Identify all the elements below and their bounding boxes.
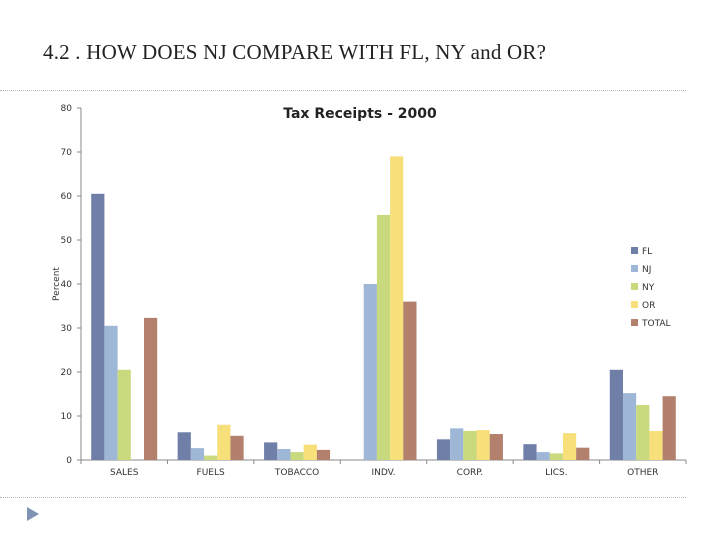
y-tick-label: 30 [61, 324, 73, 334]
y-tick-label: 10 [61, 412, 73, 422]
bar-or-other [649, 430, 663, 460]
bar-fl-sales [91, 193, 105, 461]
bar-or-lics [562, 433, 577, 460]
bar-total-fuels [230, 435, 244, 460]
bar-total-lics [576, 447, 590, 460]
bullet-triangle-icon [27, 507, 39, 521]
bar-nj-corp [450, 428, 464, 460]
chart-legend: FL NJ NY OR TOTAL [631, 247, 671, 329]
legend-swatch-ny [631, 283, 638, 290]
bar-total-tobacco [316, 449, 331, 460]
bar-ny-corp [463, 430, 477, 460]
legend-swatch-total [631, 319, 638, 326]
bar-fl-other [609, 369, 623, 460]
x-category-label: FUELS [197, 468, 225, 478]
bar-fl-corp [436, 439, 451, 460]
bar-nj-fuels [190, 448, 205, 460]
legend-swatch-nj [631, 265, 638, 272]
bar-nj-lics [536, 452, 550, 460]
bar-or-corp [476, 430, 490, 460]
legend-label-ny: NY [642, 283, 655, 293]
y-tick-label: 40 [61, 280, 73, 290]
x-category-label: LICS. [545, 468, 568, 478]
bar-nj-sales [104, 325, 118, 460]
legend-label-total: TOTAL [641, 319, 671, 329]
x-category-label: CORP. [457, 468, 484, 478]
legend-label-fl: FL [642, 247, 652, 257]
y-tick-label: 20 [61, 368, 73, 378]
y-tick-label: 70 [61, 148, 73, 158]
x-category-label: INDV. [371, 468, 395, 478]
bar-ny-sales [117, 369, 131, 460]
bar-fl-tobacco [264, 442, 278, 460]
bar-ny-tobacco [290, 452, 304, 460]
x-category-label: OTHER [627, 468, 658, 478]
y-tick-label: 60 [61, 192, 73, 202]
bar-or-tobacco [303, 444, 317, 460]
bar-or-fuels [217, 424, 231, 460]
bar-nj-other [622, 393, 637, 460]
y-tick-label: 0 [66, 456, 72, 466]
y-axis-title: Percent [52, 267, 62, 301]
bar-total-indv [403, 301, 417, 460]
legend-swatch-fl [631, 247, 638, 254]
bar-total-sales [144, 317, 158, 460]
bar-ny-indv [376, 214, 391, 460]
x-category-label: SALES [110, 468, 139, 478]
bar-ny-fuels [204, 455, 218, 460]
bar-nj-indv [363, 284, 377, 460]
bar-total-other [662, 396, 676, 460]
bar-ny-other [636, 405, 650, 460]
y-tick-label: 80 [61, 104, 73, 114]
chart-axes: 0 10 20 30 40 50 60 70 80 Percent SALES FUELS TOBACC… [52, 104, 687, 478]
bottom-divider [0, 497, 686, 498]
legend-swatch-or [631, 301, 638, 308]
bar-nj-tobacco [277, 449, 291, 460]
chart-title: Tax Receipts - 2000 [283, 106, 437, 122]
bar-fl-fuels [177, 432, 191, 460]
top-divider [0, 90, 686, 91]
bar-fl-lics [523, 444, 537, 460]
y-tick-label: 50 [61, 236, 73, 246]
chart-bars [91, 156, 676, 461]
legend-label-or: OR [642, 301, 655, 311]
bar-or-indv [390, 156, 404, 460]
x-category-label: TOBACCO [274, 468, 319, 478]
bar-ny-lics [549, 453, 563, 460]
slide-title: 4.2 . HOW DOES NJ COMPARE WITH FL, NY an… [43, 40, 547, 64]
bar-total-corp [489, 434, 503, 460]
legend-label-nj: NJ [642, 265, 651, 275]
